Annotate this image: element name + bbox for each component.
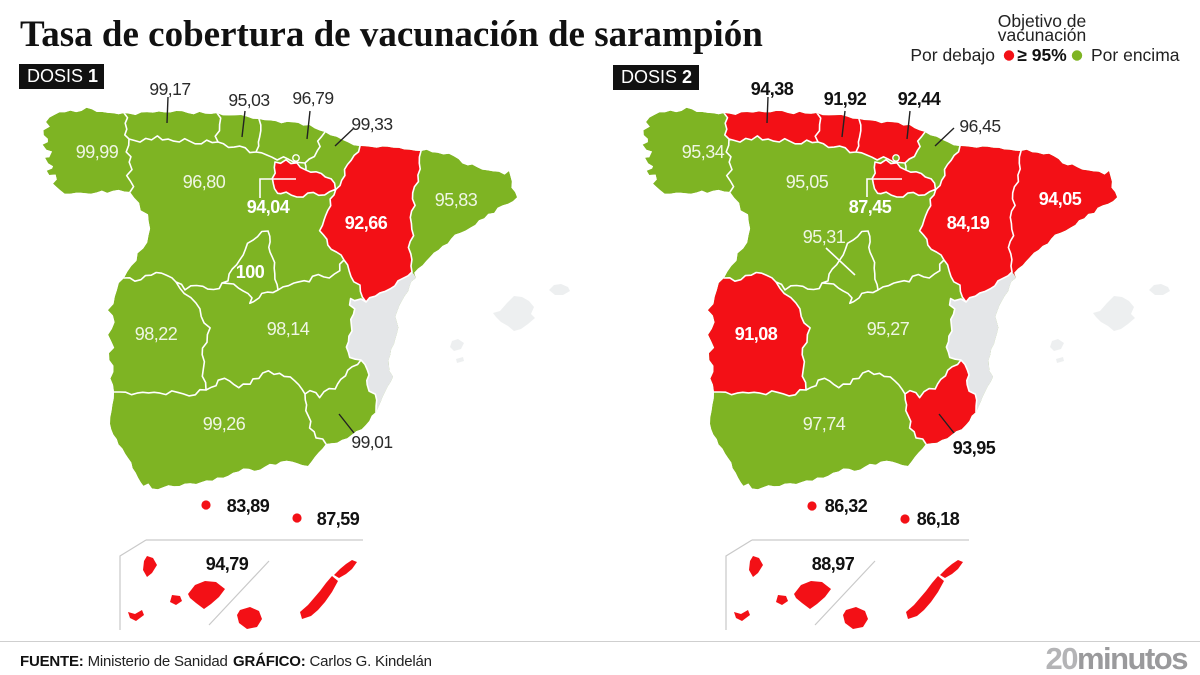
svg-text:94,04: 94,04 [247, 197, 290, 217]
svg-text:95,31: 95,31 [803, 227, 846, 247]
svg-text:92,44: 92,44 [898, 89, 941, 109]
svg-text:94,79: 94,79 [206, 554, 249, 574]
svg-text:84,19: 84,19 [947, 213, 990, 233]
svg-text:DOSIS 1: DOSIS 1 [27, 66, 98, 86]
svg-text:94,05: 94,05 [1039, 189, 1082, 209]
svg-text:92,66: 92,66 [345, 213, 388, 233]
svg-text:98,14: 98,14 [267, 319, 310, 339]
svg-text:20minutos: 20minutos [1045, 641, 1187, 675]
svg-text:96,80: 96,80 [183, 172, 226, 192]
svg-text:83,89: 83,89 [227, 496, 270, 516]
svg-text:86,32: 86,32 [825, 496, 868, 516]
svg-text:93,95: 93,95 [953, 438, 996, 458]
svg-text:95,03: 95,03 [228, 90, 269, 110]
svg-text:95,05: 95,05 [786, 172, 829, 192]
svg-text:Por debajo: Por debajo [910, 45, 995, 65]
svg-text:99,33: 99,33 [351, 114, 392, 134]
svg-text:Por encima: Por encima [1091, 45, 1180, 65]
svg-text:87,59: 87,59 [317, 509, 360, 529]
svg-text:96,45: 96,45 [959, 116, 1000, 136]
svg-text:Tasa de cobertura de vacunació: Tasa de cobertura de vacunación de saram… [20, 14, 763, 55]
svg-text:Objetivo de: Objetivo de [998, 11, 1087, 31]
svg-text:100: 100 [236, 262, 265, 282]
svg-text:87,45: 87,45 [849, 197, 892, 217]
svg-text:FUENTE: Ministerio de Sanidad: FUENTE: Ministerio de Sanidad [20, 653, 228, 670]
svg-text:91,08: 91,08 [735, 324, 778, 344]
svg-text:91,92: 91,92 [824, 89, 867, 109]
svg-text:95,83: 95,83 [435, 190, 478, 210]
svg-text:DOSIS 2: DOSIS 2 [621, 67, 692, 87]
svg-text:≥ 95%: ≥ 95% [1017, 45, 1067, 65]
svg-text:86,18: 86,18 [917, 509, 960, 529]
svg-text:88,97: 88,97 [812, 554, 855, 574]
svg-text:96,79: 96,79 [292, 88, 333, 108]
svg-text:98,22: 98,22 [135, 324, 178, 344]
svg-text:vacunación: vacunación [998, 25, 1087, 45]
svg-text:97,74: 97,74 [803, 414, 846, 434]
svg-text:95,27: 95,27 [867, 319, 910, 339]
svg-text:95,34: 95,34 [682, 142, 725, 162]
svg-text:99,26: 99,26 [203, 414, 246, 434]
svg-text:99,01: 99,01 [351, 432, 392, 452]
svg-text:GRÁFICO: Carlos G. Kindelán: GRÁFICO: Carlos G. Kindelán [233, 653, 432, 670]
svg-text:99,99: 99,99 [76, 142, 119, 162]
svg-text:94,38: 94,38 [751, 79, 794, 99]
svg-text:99,17: 99,17 [149, 79, 190, 99]
